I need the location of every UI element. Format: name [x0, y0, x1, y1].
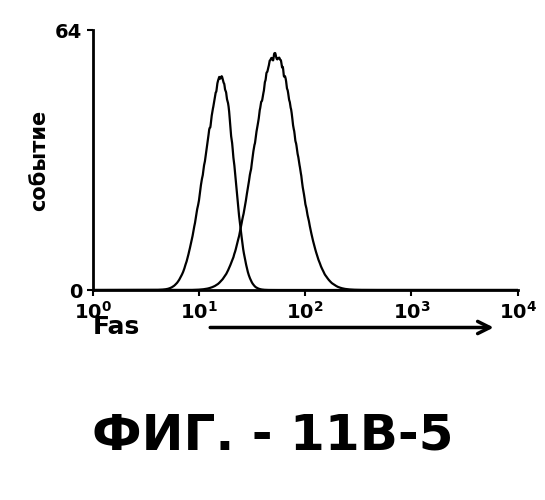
Text: Fas: Fas [93, 316, 140, 340]
Y-axis label: событие: событие [29, 110, 50, 210]
Text: ФИГ. - 11В-5: ФИГ. - 11В-5 [92, 411, 453, 459]
